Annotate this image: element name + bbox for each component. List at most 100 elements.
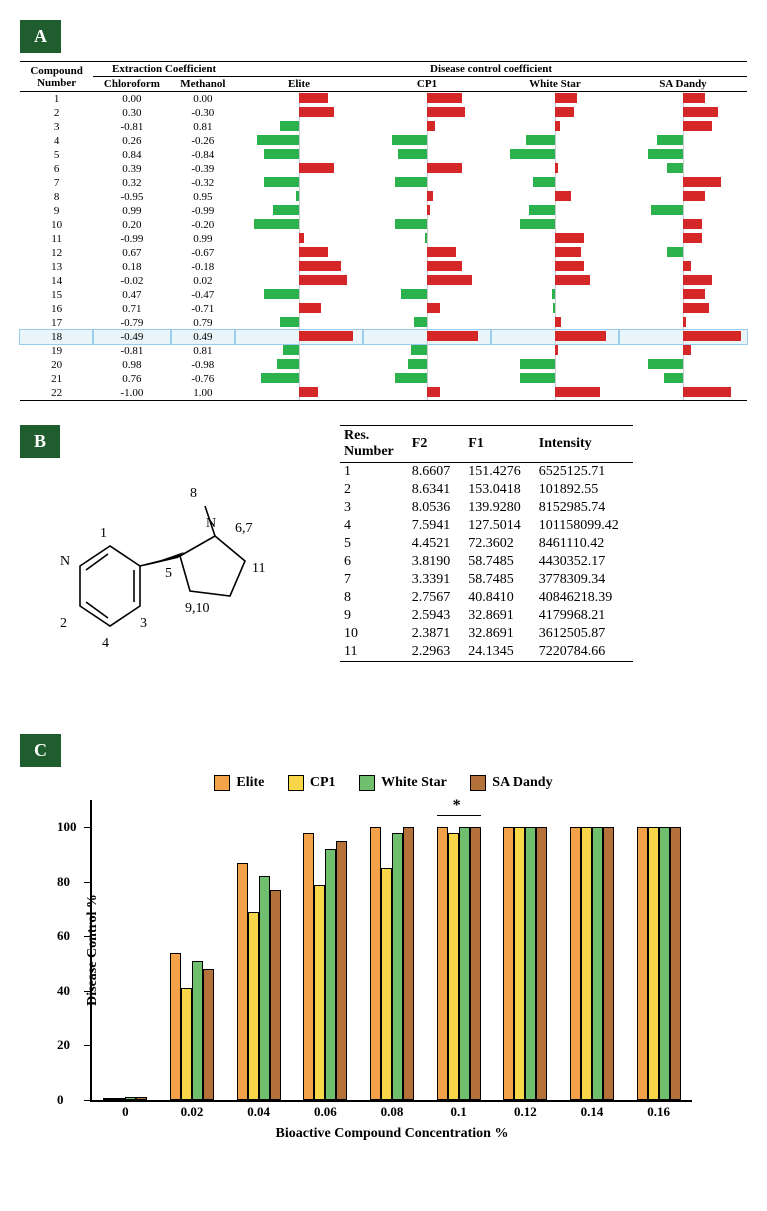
coeff-bar-cell bbox=[363, 260, 491, 274]
chart-bar bbox=[592, 827, 603, 1100]
coeff-bar-cell bbox=[619, 120, 747, 134]
panel-a-row: 120.67-0.67 bbox=[20, 246, 747, 260]
chart-bar bbox=[437, 827, 448, 1100]
chart-bar bbox=[536, 827, 547, 1100]
coeff-bar-cell bbox=[491, 260, 619, 274]
coeff-bar-cell bbox=[363, 106, 491, 120]
panel-c-label: C bbox=[20, 734, 61, 767]
coeff-bar-cell bbox=[491, 274, 619, 288]
coeff-bar-cell bbox=[363, 92, 491, 107]
mol-67: 6,7 bbox=[235, 521, 253, 537]
hdr-res: Res.Number bbox=[340, 426, 408, 463]
panel-a-row: 10.000.00 bbox=[20, 92, 747, 107]
chart-bar bbox=[248, 912, 259, 1100]
coeff-bar-cell bbox=[491, 106, 619, 120]
mol-2: 2 bbox=[60, 616, 67, 632]
chart-bar bbox=[336, 841, 347, 1100]
chart-bar bbox=[114, 1098, 125, 1100]
coeff-bar-cell bbox=[363, 386, 491, 401]
chart-bar bbox=[270, 890, 281, 1100]
coeff-bar-cell bbox=[619, 344, 747, 358]
coeff-bar-cell bbox=[619, 372, 747, 386]
coeff-bar-cell bbox=[491, 316, 619, 330]
coeff-bar-cell bbox=[235, 190, 363, 204]
coeff-bar-cell bbox=[235, 232, 363, 246]
coeff-bar-cell bbox=[235, 92, 363, 107]
hdr-chloroform: Chloroform bbox=[93, 77, 170, 92]
hdr-elite: Elite bbox=[235, 77, 363, 92]
coeff-bar-cell bbox=[363, 162, 491, 176]
coeff-bar-cell bbox=[491, 386, 619, 401]
coeff-bar-cell bbox=[619, 176, 747, 190]
panel-a-row: 19-0.810.81 bbox=[20, 344, 747, 358]
panel-a-row: 210.76-0.76 bbox=[20, 372, 747, 386]
y-tick-label: 0 bbox=[57, 1092, 64, 1108]
hdr-extraction: Extraction Coefficient bbox=[93, 62, 235, 77]
panel-b-row: 112.296324.13457220784.66 bbox=[340, 643, 633, 662]
x-tick-label: 0.04 bbox=[247, 1104, 270, 1120]
chart-bar bbox=[203, 969, 214, 1100]
coeff-bar-cell bbox=[491, 190, 619, 204]
panel-b-row: 18.6607151.42766525125.71 bbox=[340, 463, 633, 482]
chart-bar bbox=[303, 833, 314, 1100]
coeff-bar-cell bbox=[235, 316, 363, 330]
coeff-bar-cell bbox=[235, 218, 363, 232]
coeff-bar-cell bbox=[491, 330, 619, 344]
x-axis-label: Bioactive Compound Concentration % bbox=[276, 1126, 509, 1142]
coeff-bar-cell bbox=[491, 148, 619, 162]
chart-bar bbox=[103, 1098, 114, 1100]
chart-bar bbox=[314, 885, 325, 1100]
coeff-bar-cell bbox=[363, 232, 491, 246]
chart-bar bbox=[648, 827, 659, 1100]
coeff-bar-cell bbox=[619, 288, 747, 302]
x-tick-label: 0.1 bbox=[451, 1104, 467, 1120]
coeff-bar-cell bbox=[363, 344, 491, 358]
coeff-bar-cell bbox=[619, 232, 747, 246]
panel-b-row: 54.452172.36028461110.42 bbox=[340, 535, 633, 553]
mol-11: 11 bbox=[252, 561, 265, 577]
x-tick-label: 0.14 bbox=[581, 1104, 604, 1120]
panel-a-row: 200.98-0.98 bbox=[20, 358, 747, 372]
coeff-bar-cell bbox=[619, 260, 747, 274]
chart-bar bbox=[603, 827, 614, 1100]
mol-4: 4 bbox=[102, 636, 109, 652]
legend-elite: Elite bbox=[214, 775, 264, 791]
panel-a-row: 70.32-0.32 bbox=[20, 176, 747, 190]
coeff-bar-cell bbox=[363, 372, 491, 386]
chart-bar bbox=[659, 827, 670, 1100]
coeff-bar-cell bbox=[619, 358, 747, 372]
panel-b-label: B bbox=[20, 425, 60, 458]
chart-bar bbox=[170, 953, 181, 1100]
coeff-bar-cell bbox=[363, 176, 491, 190]
coeff-bar-cell bbox=[363, 204, 491, 218]
legend-whitestar: White Star bbox=[359, 775, 447, 791]
coeff-bar-cell bbox=[619, 204, 747, 218]
chart-bar bbox=[670, 827, 681, 1100]
panel-a-row: 11-0.990.99 bbox=[20, 232, 747, 246]
hdr-int: Intensity bbox=[535, 426, 633, 463]
chart-bar bbox=[125, 1097, 136, 1100]
significance-mark: * bbox=[453, 797, 461, 815]
panel-c: C Elite CP1 White Star SA Dandy Disease … bbox=[20, 734, 747, 1102]
chart-bar bbox=[259, 876, 270, 1100]
panel-a-row: 60.39-0.39 bbox=[20, 162, 747, 176]
chart-bar bbox=[637, 827, 648, 1100]
hdr-sadandy: SA Dandy bbox=[619, 77, 747, 92]
mol-8: 8 bbox=[190, 486, 197, 502]
y-tick-label: 100 bbox=[57, 819, 77, 835]
coeff-bar-cell bbox=[235, 246, 363, 260]
chart-bar bbox=[237, 863, 248, 1100]
mol-N2: N bbox=[206, 516, 216, 532]
x-tick-label: 0.08 bbox=[381, 1104, 404, 1120]
coeff-bar-cell bbox=[491, 162, 619, 176]
hdr-disease: Disease control coefficient bbox=[235, 62, 747, 77]
coeff-bar-cell bbox=[619, 106, 747, 120]
panel-a-row: 14-0.020.02 bbox=[20, 274, 747, 288]
chart-bar bbox=[392, 833, 403, 1100]
coeff-bar-cell bbox=[235, 176, 363, 190]
panel-b-row: 38.0536139.92808152985.74 bbox=[340, 499, 633, 517]
panel-a-label: A bbox=[20, 20, 61, 53]
coeff-bar-cell bbox=[363, 288, 491, 302]
panel-b-row: 102.387132.86913612505.87 bbox=[340, 625, 633, 643]
panel-a-row: 150.47-0.47 bbox=[20, 288, 747, 302]
